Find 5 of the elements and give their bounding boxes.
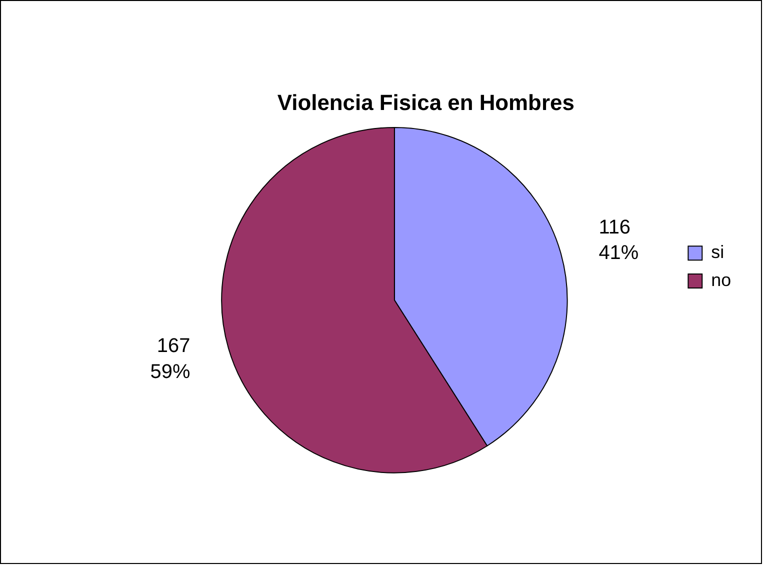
legend-label: no	[711, 270, 732, 290]
data-label: 167 59%	[150, 335, 190, 383]
data-label: 116 41%	[598, 216, 639, 264]
chart-title: Violencia Fisica en Hombres	[277, 90, 574, 115]
legend-label: si	[711, 242, 724, 262]
